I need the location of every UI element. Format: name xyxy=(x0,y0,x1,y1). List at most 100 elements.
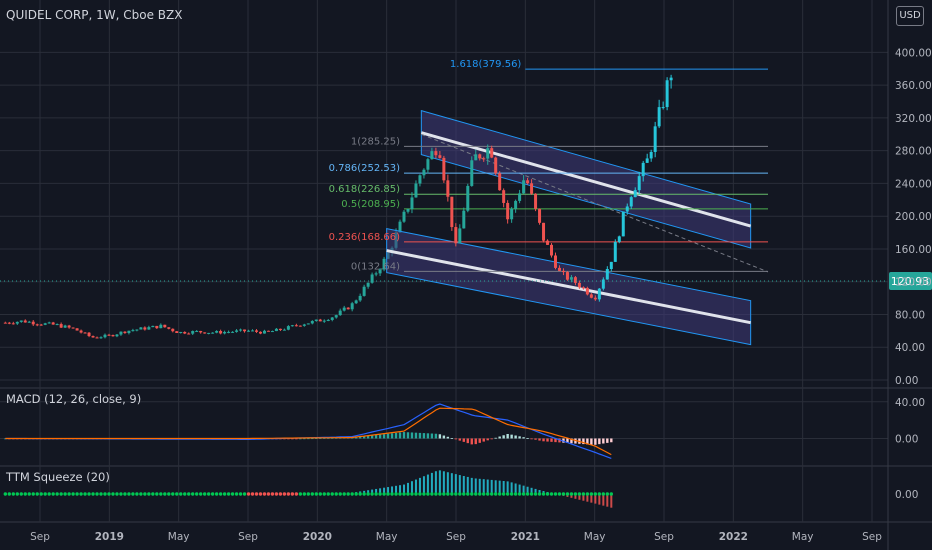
squeeze-dot xyxy=(175,492,179,496)
candle-body xyxy=(534,193,538,209)
macd-histogram-bar xyxy=(295,438,298,440)
squeeze-dot xyxy=(454,492,458,496)
macd-histogram-bar xyxy=(486,438,489,441)
macd-histogram-bar xyxy=(602,438,605,444)
squeeze-dot xyxy=(422,492,426,496)
candle-body xyxy=(67,325,71,328)
macd-histogram-bar xyxy=(434,433,438,439)
macd-histogram-bar xyxy=(307,438,310,440)
candle-body xyxy=(318,319,322,322)
candle-body xyxy=(211,332,215,334)
squeeze-dot xyxy=(131,492,135,496)
macd-tick-label: 40.00 xyxy=(895,397,925,409)
squeeze-dot xyxy=(521,492,526,496)
candle-body xyxy=(298,325,302,327)
macd-histogram-bar xyxy=(538,438,541,441)
price-tick-label: 120.00 xyxy=(895,277,932,289)
price-candles xyxy=(406,74,673,302)
squeeze-dot xyxy=(581,492,586,496)
squeeze-dot xyxy=(482,492,486,496)
candle-body xyxy=(669,77,673,81)
macd-histogram-bar xyxy=(454,438,458,440)
candle-body xyxy=(155,325,159,329)
macd-label: MACD (12, 26, close, 9) xyxy=(6,392,142,406)
squeeze-dot xyxy=(75,492,79,496)
macd-histogram-bar xyxy=(358,436,362,439)
squeeze-dot xyxy=(414,492,418,496)
last-price-tag xyxy=(889,271,932,290)
candle-body xyxy=(506,202,510,220)
squeeze-dot xyxy=(91,492,95,496)
candle-body xyxy=(15,321,19,324)
squeeze-dot xyxy=(159,492,163,496)
squeeze-bar xyxy=(490,479,493,494)
candle-body xyxy=(282,329,286,331)
squeeze-dot xyxy=(238,492,243,496)
macd-histogram-bar xyxy=(418,432,422,439)
macd-histogram-bar xyxy=(410,432,414,439)
squeeze-dot xyxy=(127,492,131,496)
squeeze-dot xyxy=(430,492,434,496)
macd-histogram-bar xyxy=(606,438,609,443)
chart-title: QUIDEL CORP, 1W, Cboe BZX xyxy=(6,8,183,22)
candle-body xyxy=(462,210,466,229)
squeeze-dot xyxy=(390,492,394,496)
fibonacci-levels[interactable]: 1.618(379.56) 1(285.25) 0.786(252.53) 0.618… xyxy=(329,59,768,272)
squeeze-bar xyxy=(486,479,489,494)
trend-channels[interactable] xyxy=(386,109,769,346)
squeeze-dot xyxy=(155,492,159,496)
projection-line xyxy=(421,133,769,273)
squeeze-dot xyxy=(47,492,51,496)
squeeze-dot xyxy=(59,492,63,496)
candle-body xyxy=(426,159,430,170)
candle-body xyxy=(406,208,410,212)
squeeze-bar xyxy=(518,484,521,494)
time-tick-label: Sep xyxy=(30,531,50,543)
macd-histogram-bar xyxy=(370,435,374,439)
candle-body xyxy=(231,331,235,333)
grid-lines xyxy=(0,0,932,523)
price-tick-label: 360.00 xyxy=(895,80,932,92)
candle-body xyxy=(71,327,75,329)
squeeze-bar xyxy=(406,482,409,494)
fib-label: 0.236(168.66) xyxy=(329,232,401,243)
squeeze-dot xyxy=(15,492,19,496)
squeeze-dot xyxy=(115,492,119,496)
squeeze-dot xyxy=(426,492,430,496)
candle-body xyxy=(266,330,270,332)
squeeze-dot xyxy=(99,492,103,496)
candle-body xyxy=(625,206,629,212)
candle-body xyxy=(522,180,526,194)
candle-body xyxy=(63,325,67,328)
squeeze-label: TTM Squeeze (20) xyxy=(6,470,110,484)
squeeze-dot xyxy=(509,492,514,496)
macd-histogram-bar xyxy=(362,436,366,439)
squeeze-dot xyxy=(222,492,227,496)
squeeze-bar xyxy=(466,476,469,494)
candle-body xyxy=(235,330,239,332)
squeeze-dot xyxy=(342,492,346,496)
candle-body xyxy=(167,327,171,329)
squeeze-bar xyxy=(598,494,601,505)
candle-body xyxy=(466,185,470,211)
macd-histogram-bar xyxy=(303,438,306,440)
macd-histogram-bar xyxy=(514,435,517,439)
macd-histogram-bar xyxy=(398,432,402,439)
macd-histogram-bar xyxy=(554,438,557,443)
lower-channel-midline xyxy=(386,249,751,325)
macd-histogram-bar xyxy=(570,438,573,444)
currency-button[interactable]: USD xyxy=(896,6,924,26)
squeeze-bar xyxy=(462,475,465,494)
candle-body xyxy=(350,303,354,310)
candle-body xyxy=(31,321,35,325)
squeeze-dot xyxy=(573,492,578,496)
squeeze-dot xyxy=(350,492,354,496)
candle-body xyxy=(270,331,274,333)
squeeze-bar xyxy=(610,494,613,508)
candle-body xyxy=(175,331,179,334)
fib-label: 1(285.25) xyxy=(351,136,400,147)
squeeze-dot xyxy=(557,492,562,496)
squeeze-dot xyxy=(318,492,322,496)
candle-body xyxy=(450,196,454,228)
